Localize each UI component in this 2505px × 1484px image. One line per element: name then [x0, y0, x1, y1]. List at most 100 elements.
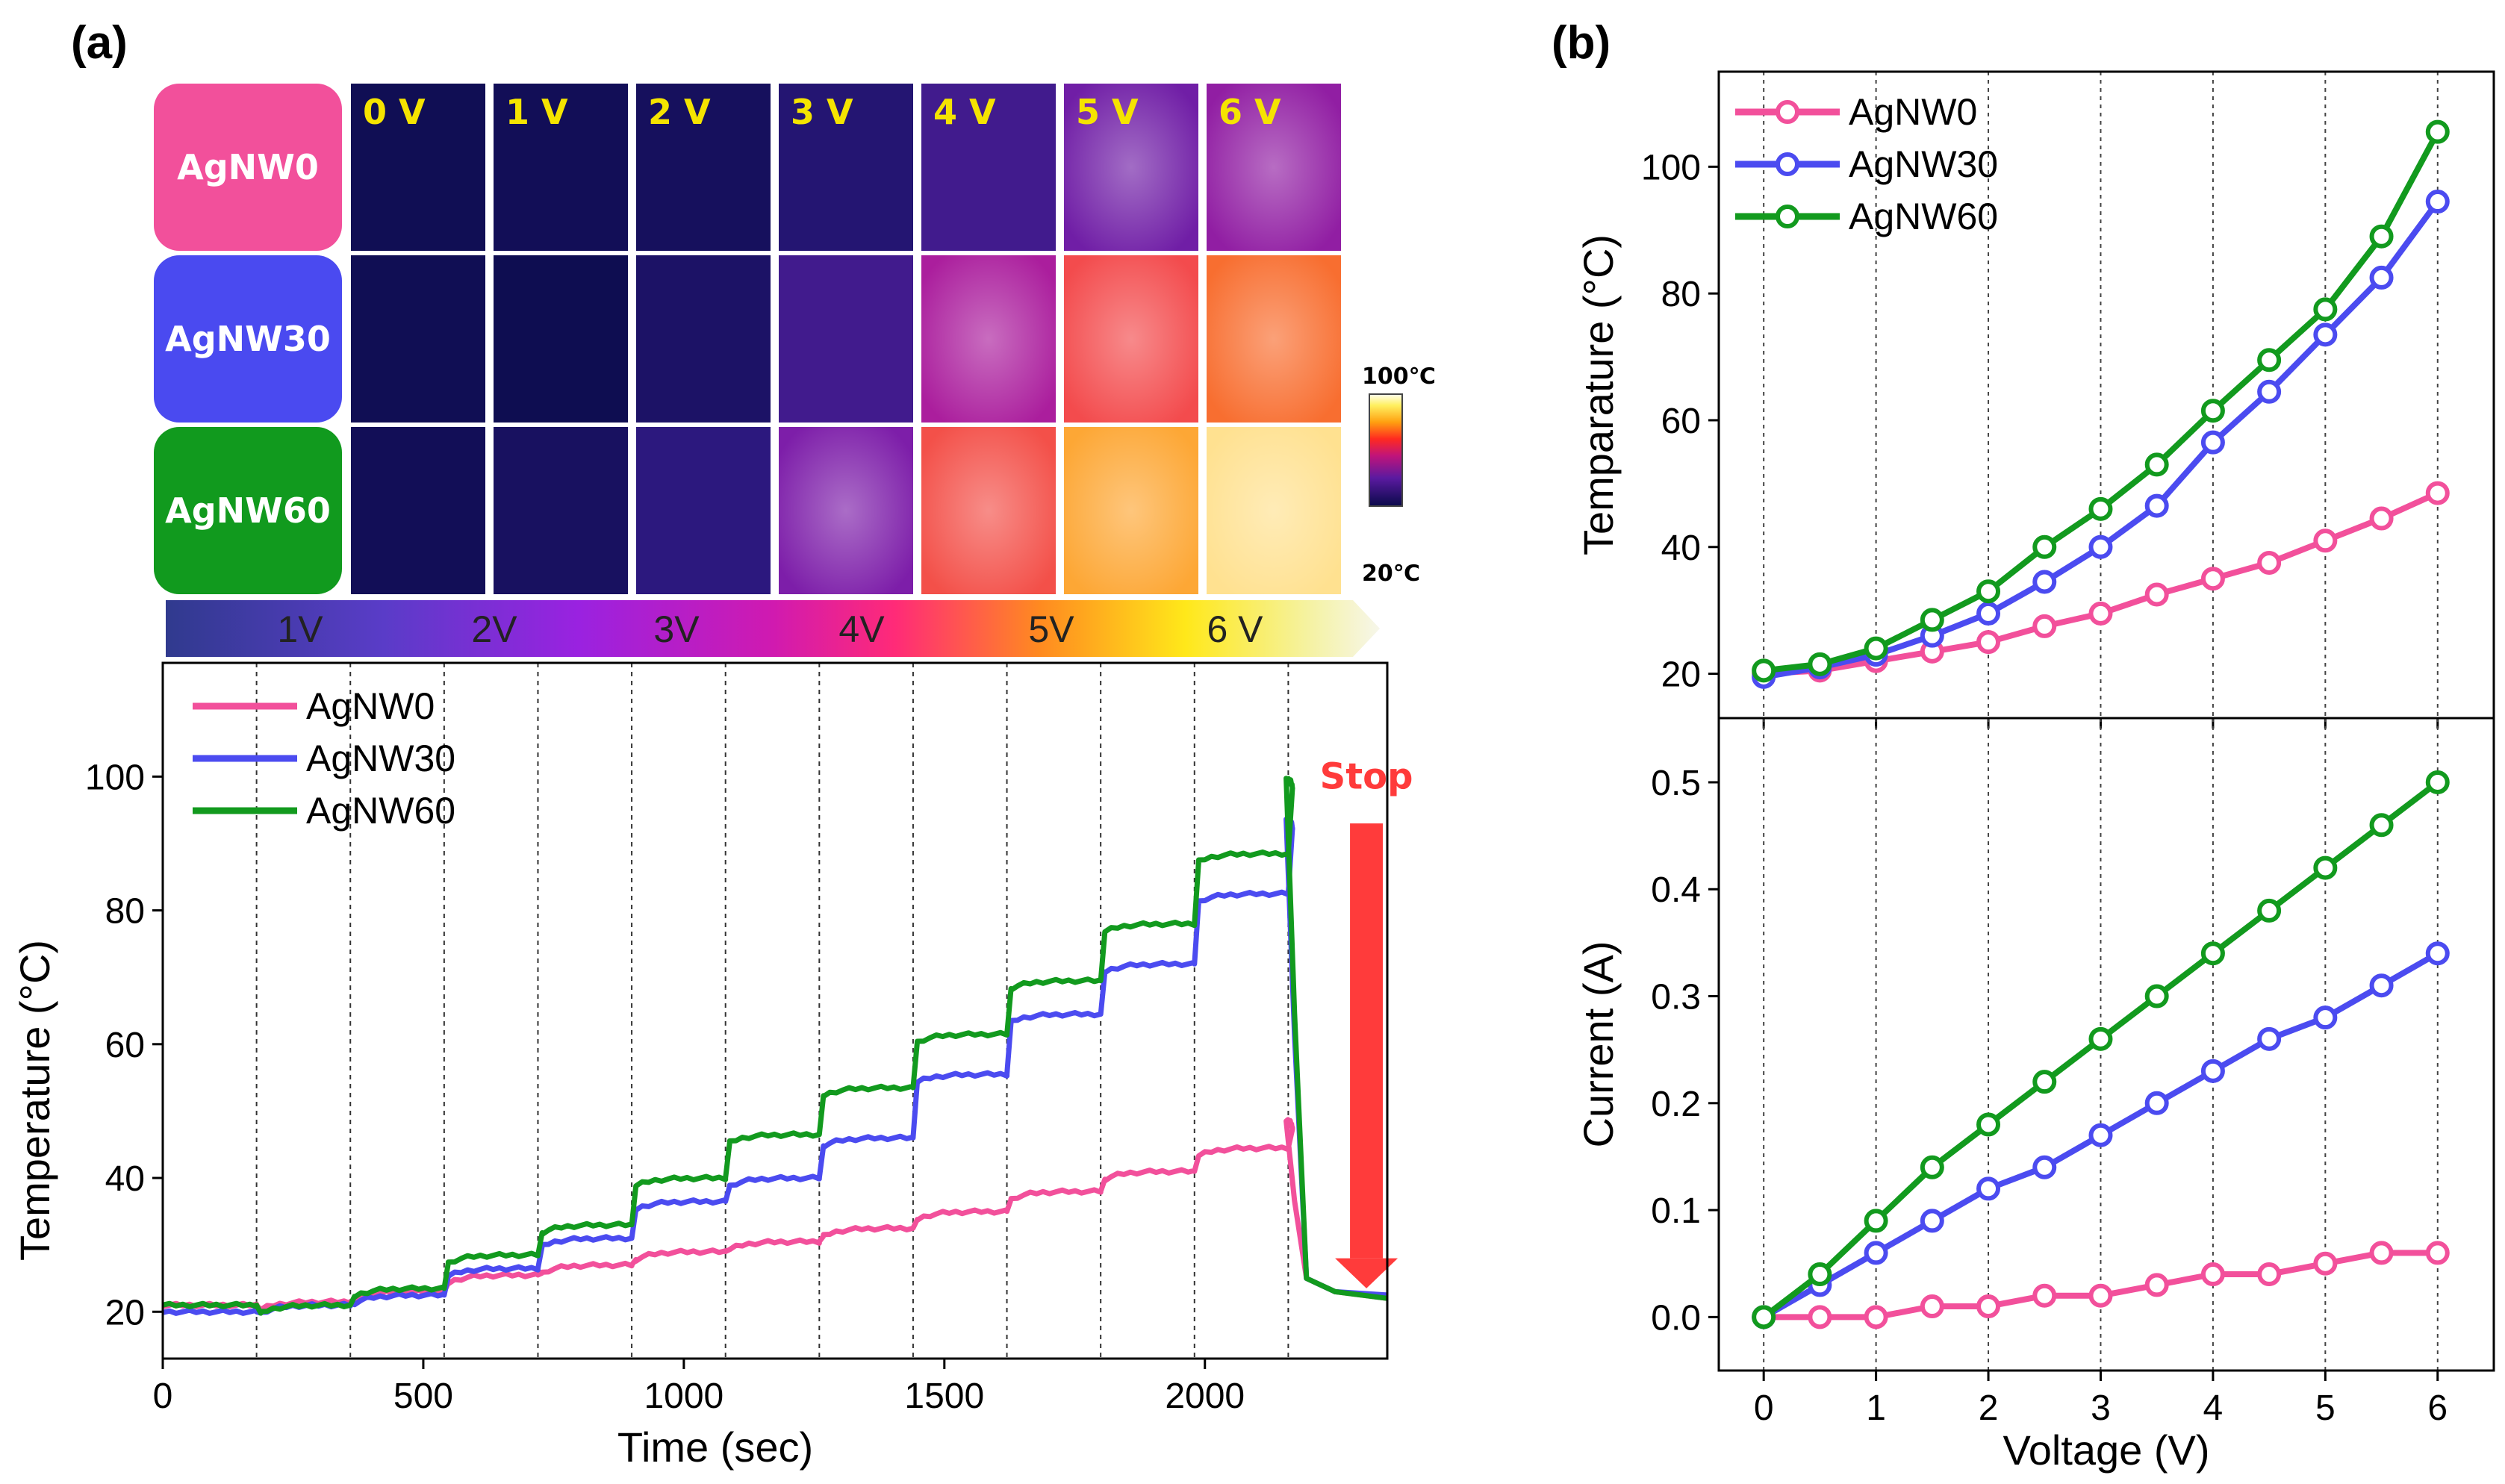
y-tick-label: 0.1	[1651, 1191, 1701, 1231]
data-point-agnw60	[2257, 348, 2282, 372]
x-tick-label: 4	[2203, 1388, 2224, 1428]
voltage-arrow-bar: 1V 2V 3V 4V 5V 6 V	[166, 600, 1380, 657]
data-point-agnw0	[2313, 529, 2338, 553]
stop-arrow-shaft	[1350, 823, 1384, 1259]
legend-label-agnw30: AgNW30	[1849, 143, 1998, 185]
thermal-cell	[779, 84, 913, 251]
voltage-bar-label: 1V	[277, 608, 323, 650]
thermal-cell-glow	[1207, 84, 1341, 251]
sample-box-agnw60	[154, 427, 342, 594]
data-point-agnw60	[1808, 1262, 1832, 1287]
data-point-agnw60	[2032, 1070, 2057, 1094]
data-point-agnw60	[2257, 898, 2282, 923]
data-point-agnw60	[2369, 813, 2394, 838]
current-voltage-chart: 0 1 2 3 4 5 6 0.0 0.1 0.2 0.3 0.4 0.5 Current (A) Volt…	[1575, 717, 2495, 1474]
data-point-agnw60	[2200, 399, 2225, 423]
thermal-cell	[494, 84, 628, 251]
legend-marker-agnw60	[1776, 205, 1799, 228]
sample-label-agnw60: AgNW60	[165, 490, 331, 531]
thermal-cell	[779, 255, 913, 423]
data-point-agnw60	[2200, 941, 2225, 966]
sample-label-agnw0: AgNW0	[177, 147, 319, 187]
thermal-cell	[636, 84, 771, 251]
y-axis-title: Current (A)	[1575, 941, 1622, 1148]
temperature-colorbar: 100℃ 20℃	[1362, 364, 1436, 587]
thermal-cell	[494, 255, 628, 423]
data-point-agnw0	[2032, 614, 2057, 638]
data-point-agnw30	[1976, 1176, 2001, 1201]
data-point-agnw30	[2369, 973, 2394, 998]
data-point-agnw60	[2313, 297, 2338, 322]
data-point-agnw0	[2144, 1273, 2169, 1297]
panel-a-label: (a)	[71, 17, 128, 69]
y-tick-label: 40	[1661, 529, 1701, 568]
series-line-agnw60	[162, 776, 1388, 1316]
thermal-cell	[636, 255, 771, 423]
data-point-agnw30	[2200, 430, 2225, 455]
legend-marker-agnw0	[1776, 100, 1799, 124]
thermal-cell	[351, 84, 485, 251]
voltage-label: 4 V	[933, 92, 996, 132]
data-point-agnw0	[2200, 1262, 2225, 1287]
series-line-agnw0	[162, 1117, 1388, 1313]
data-point-agnw0	[2088, 1283, 2113, 1308]
x-tick-label: 5	[2315, 1388, 2336, 1428]
data-point-agnw0	[2032, 1283, 2057, 1308]
y-tick-label: 80	[105, 892, 145, 932]
voltage-bar-label: 6 V	[1207, 608, 1263, 650]
data-point-agnw60	[1864, 636, 1888, 661]
y-tick-label: 40	[105, 1159, 145, 1199]
data-point-agnw60	[2144, 452, 2169, 477]
sample-box-agnw30	[154, 255, 342, 423]
y-axis-title: Temparature (°C)	[1575, 234, 1622, 555]
plot-frame	[161, 661, 1389, 1360]
data-point-agnw30	[1920, 1209, 1944, 1233]
time-series-chart: Stop 0 500 1000 1500 2000 20 40 60 80 100 Time (sec…	[11, 661, 1413, 1471]
data-point-agnw60	[2088, 496, 2113, 521]
y-axis-title: Temperature (°C)	[11, 940, 58, 1261]
y-tick-label: 100	[1641, 148, 1701, 187]
x-tick-label: 1500	[904, 1377, 984, 1416]
legend-label-agnw0: AgNW0	[306, 685, 435, 727]
x-tick-label: 1000	[644, 1377, 724, 1416]
legend-label-agnw0: AgNW0	[1849, 91, 1977, 133]
data-point-agnw60	[1976, 1112, 2001, 1137]
data-point-agnw0	[2313, 1251, 2338, 1276]
thermal-cell	[921, 84, 1056, 251]
voltage-label: 0 V	[363, 92, 426, 132]
data-point-agnw30	[2200, 1059, 2225, 1083]
data-point-agnw0	[1808, 1305, 1832, 1329]
data-point-agnw30	[2032, 570, 2057, 594]
y-tick-label: 80	[1661, 275, 1701, 314]
colorbar-max-label: 100℃	[1362, 364, 1436, 390]
x-tick-label: 0	[1754, 1388, 1774, 1428]
thermal-cell	[494, 427, 628, 594]
x-tick-label: 0	[153, 1377, 173, 1416]
data-point-agnw60	[2144, 984, 2169, 1008]
data-point-agnw60	[1752, 658, 1776, 683]
data-point-agnw0	[2257, 550, 2282, 575]
data-point-agnw0	[2200, 567, 2225, 591]
thermal-cell-glow	[921, 427, 1056, 594]
stop-arrow-head	[1335, 1258, 1398, 1288]
thermal-cell-glow	[1064, 84, 1198, 251]
legend-label-agnw60: AgNW60	[306, 790, 455, 832]
voltage-bar-label: 4V	[838, 608, 885, 650]
data-point-agnw30	[1976, 601, 2001, 626]
data-point-agnw60	[1808, 652, 1832, 676]
voltage-label: 3 V	[791, 92, 853, 132]
panel-b-label: (b)	[1552, 17, 1611, 69]
thermal-cell-glow	[1207, 427, 1341, 594]
x-tick-label: 2	[1979, 1388, 1999, 1428]
legend-marker-agnw30	[1776, 152, 1799, 176]
thermal-cell	[351, 427, 485, 594]
data-point-agnw60	[2313, 855, 2338, 880]
data-point-agnw60	[1976, 579, 2001, 604]
y-tick-label: 0.4	[1651, 870, 1701, 910]
x-tick-label: 500	[393, 1377, 453, 1416]
data-point-agnw60	[2425, 770, 2450, 794]
voltage-gradient-arrow	[166, 600, 1380, 657]
data-point-agnw0	[1976, 1294, 2001, 1319]
y-tick-label: 20	[1661, 655, 1701, 695]
